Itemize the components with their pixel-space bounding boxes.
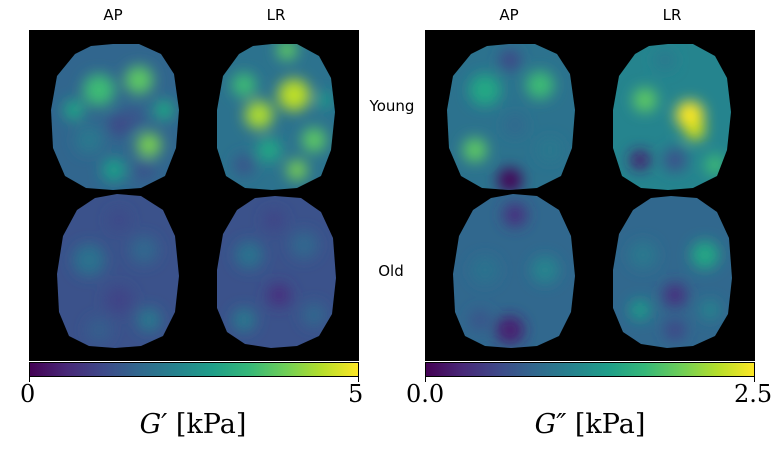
old-ap-loss-map [453, 194, 575, 348]
column-label-ap-left: AP [103, 6, 123, 24]
loss-modulus-colorbar [425, 362, 755, 377]
colorbar-tick-max [754, 377, 755, 382]
storage-modulus-colorbar [29, 362, 359, 377]
old-lr-storage-map [217, 196, 336, 348]
young-ap-storage-map [51, 44, 179, 190]
row-label-young: Young [369, 97, 415, 115]
storage-modulus-symbol: G′ [139, 409, 168, 440]
loss-modulus-unit: [kPa] [574, 409, 646, 440]
colorbar-tick-max [358, 377, 359, 382]
storage-modulus-unit: [kPa] [175, 409, 247, 440]
young-ap-loss-map [447, 44, 575, 190]
young-lr-storage-map [217, 44, 335, 190]
column-label-lr-right: LR [662, 6, 682, 24]
colorbar-tick-min [29, 377, 30, 382]
loss-modulus-brain-maps [425, 30, 755, 361]
loss-colorbar-title: G″ [kPa] [535, 409, 646, 440]
loss-colorbar-max-label: 2.5 [734, 380, 773, 408]
storage-modulus-brain-maps [29, 30, 359, 361]
column-label-lr-left: LR [266, 6, 286, 24]
column-label-ap-right: AP [499, 6, 519, 24]
loss-modulus-image [447, 44, 732, 348]
loss-modulus-symbol: G″ [534, 409, 567, 440]
storage-colorbar-max-label: 5 [348, 380, 364, 408]
row-label-old: Old [378, 262, 404, 280]
old-lr-loss-map [613, 196, 732, 348]
storage-colorbar-min-label: 0 [20, 380, 36, 408]
young-lr-loss-map [613, 44, 731, 190]
old-ap-storage-map [57, 194, 179, 348]
storage-colorbar-title: G′ [kPa] [140, 409, 247, 440]
colorbar-tick-min [425, 377, 426, 382]
storage-modulus-image [51, 44, 336, 348]
loss-colorbar-min-label: 0.0 [406, 380, 445, 408]
